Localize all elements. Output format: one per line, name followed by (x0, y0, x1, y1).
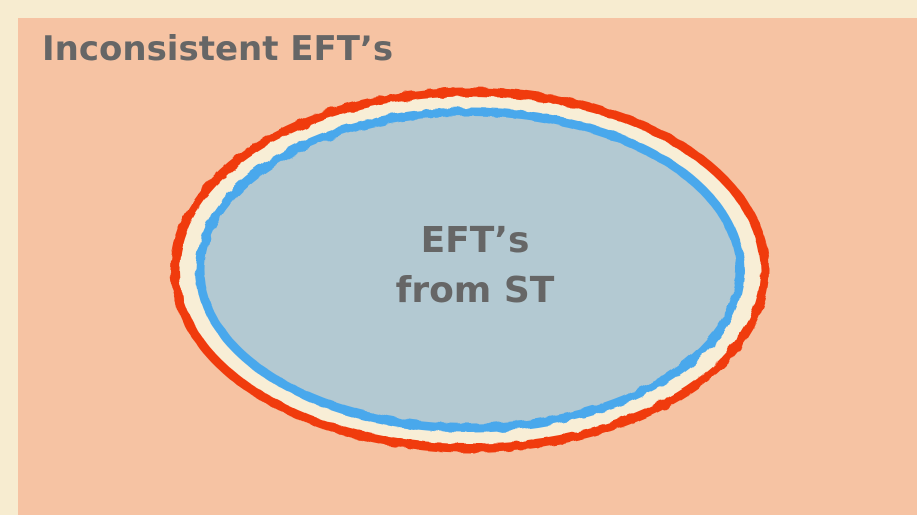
outer-title: Inconsistent EFT’s (42, 29, 393, 69)
inner-label: from ST (396, 270, 555, 311)
inner-region (195, 107, 745, 433)
ellipse-group (170, 87, 770, 453)
inner-label: EFT’s (421, 220, 530, 261)
